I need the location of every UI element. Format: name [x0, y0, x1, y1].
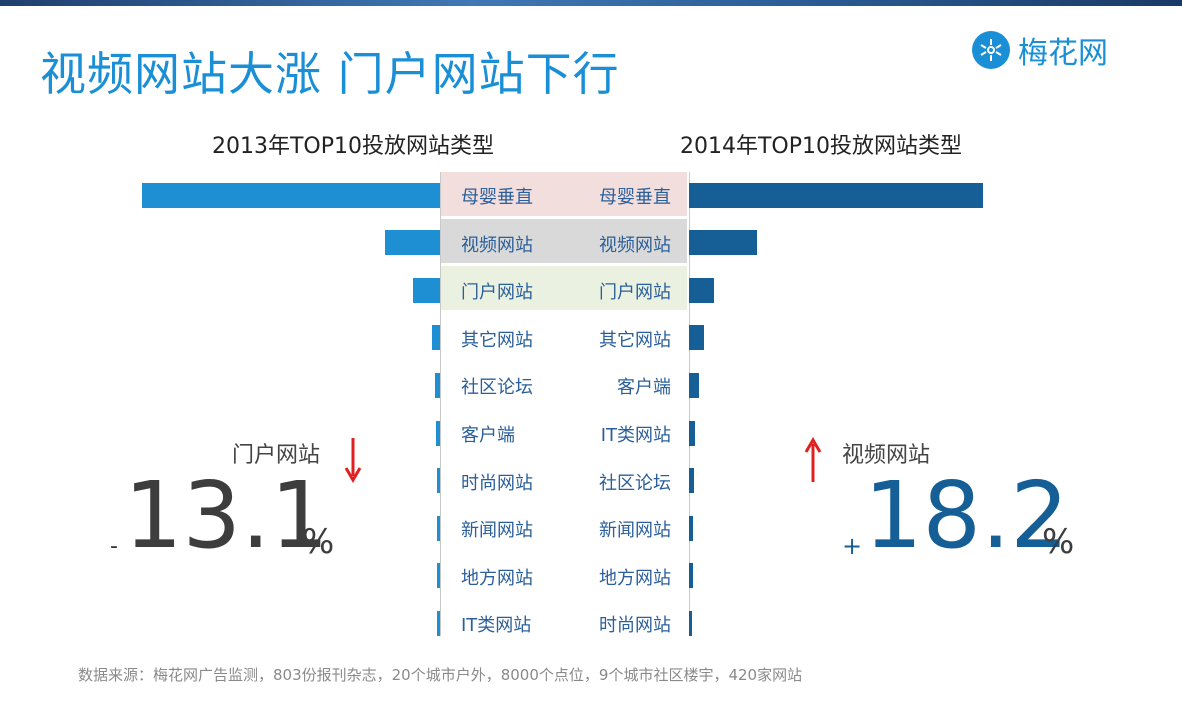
category-label-2014-5: 客户端: [617, 377, 671, 399]
chart-title-2013: 2013年TOP10投放网站类型: [212, 134, 495, 159]
bar-2014-6: [689, 420, 695, 446]
category-label-2014-3: 门户网站: [599, 282, 671, 304]
category-label-2014-4: 其它网站: [599, 329, 671, 351]
logo-text: 梅花网: [1018, 36, 1108, 71]
bar-2013-7: [436, 468, 440, 494]
category-label-2014-8: 新闻网站: [599, 520, 671, 542]
right-percent-sign: %: [1042, 522, 1075, 562]
category-label-2013-10: IT类网站: [461, 615, 532, 637]
bar-2014-1: [689, 182, 983, 208]
category-label-2013-8: 新闻网站: [461, 520, 533, 542]
left-highlight-label: 门户网站: [232, 443, 321, 468]
category-label-2014-6: IT类网站: [600, 425, 671, 446]
row-highlight-1: [441, 172, 687, 216]
left-big-number: 13.1: [124, 462, 329, 569]
page-title: 视频网站大涨 门户网站下行: [40, 47, 620, 101]
bar-2014-10: [689, 610, 692, 636]
bar-2014-3: [689, 277, 714, 303]
up-arrow-icon: [804, 437, 822, 482]
category-label-2013-4: 其它网站: [461, 329, 533, 351]
brand-logo: 梅花网: [972, 28, 1108, 72]
left-sign: -: [110, 534, 118, 559]
category-label-2014-2: 视频网站: [599, 234, 671, 256]
bar-2013-1: [142, 182, 440, 208]
category-label-2014-9: 地方网站: [599, 567, 671, 589]
category-label-2013-7: 时尚网站: [461, 472, 533, 494]
bar-2014-2: [689, 230, 757, 256]
category-panel: [440, 172, 690, 636]
bar-2014-4: [689, 325, 704, 351]
bar-2013-6: [436, 420, 440, 446]
category-label-2013-9: 地方网站: [461, 567, 533, 589]
bar-2013-8: [437, 515, 440, 541]
down-arrow-icon: [344, 438, 362, 483]
right-highlight-label: 视频网站: [842, 443, 931, 468]
category-label-2013-3: 门户网站: [461, 282, 533, 304]
category-label-2013-5: 社区论坛: [461, 377, 533, 399]
bar-2013-9: [437, 563, 440, 589]
bar-2014-8: [689, 515, 694, 541]
category-label-2014-1: 母婴垂直: [599, 187, 671, 208]
bar-2014-9: [689, 563, 694, 589]
category-label-2014-10: 时尚网站: [599, 615, 671, 637]
row-highlight-2: [441, 219, 687, 263]
data-source-footer: 数据来源：梅花网广告监测，803份报刊杂志，20个城市户外，8000个点位，9个…: [78, 666, 803, 684]
category-label-2013-2: 视频网站: [461, 234, 533, 256]
left-percent-sign: %: [302, 522, 335, 562]
chart-title-2014: 2014年TOP10投放网站类型: [680, 134, 963, 159]
bar-2013-5: [435, 372, 440, 398]
right-sign: +: [842, 532, 863, 560]
plum-blossom-logo-icon: [972, 31, 1010, 69]
category-label-2013-1: 母婴垂直: [461, 187, 533, 208]
bar-2013-3: [413, 277, 440, 303]
bar-2013-10: [437, 610, 440, 636]
bar-2013-2: [385, 230, 440, 256]
row-highlight-3: [441, 266, 687, 310]
right-big-number: 18.2: [864, 462, 1069, 569]
bar-2013-4: [431, 325, 440, 351]
category-label-2013-6: 客户端: [461, 425, 515, 446]
category-label-2014-7: 社区论坛: [599, 472, 671, 494]
bar-2014-7: [689, 468, 694, 494]
bar-2014-5: [689, 372, 699, 398]
top-banner-strip: [0, 0, 1182, 6]
